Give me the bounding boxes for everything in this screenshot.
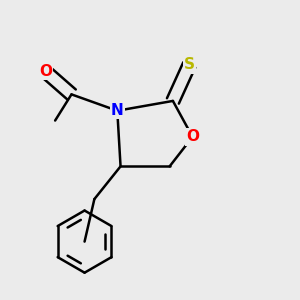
- Text: O: O: [39, 64, 52, 79]
- Text: N: N: [111, 103, 124, 118]
- Text: O: O: [186, 129, 199, 144]
- Text: S: S: [184, 57, 195, 72]
